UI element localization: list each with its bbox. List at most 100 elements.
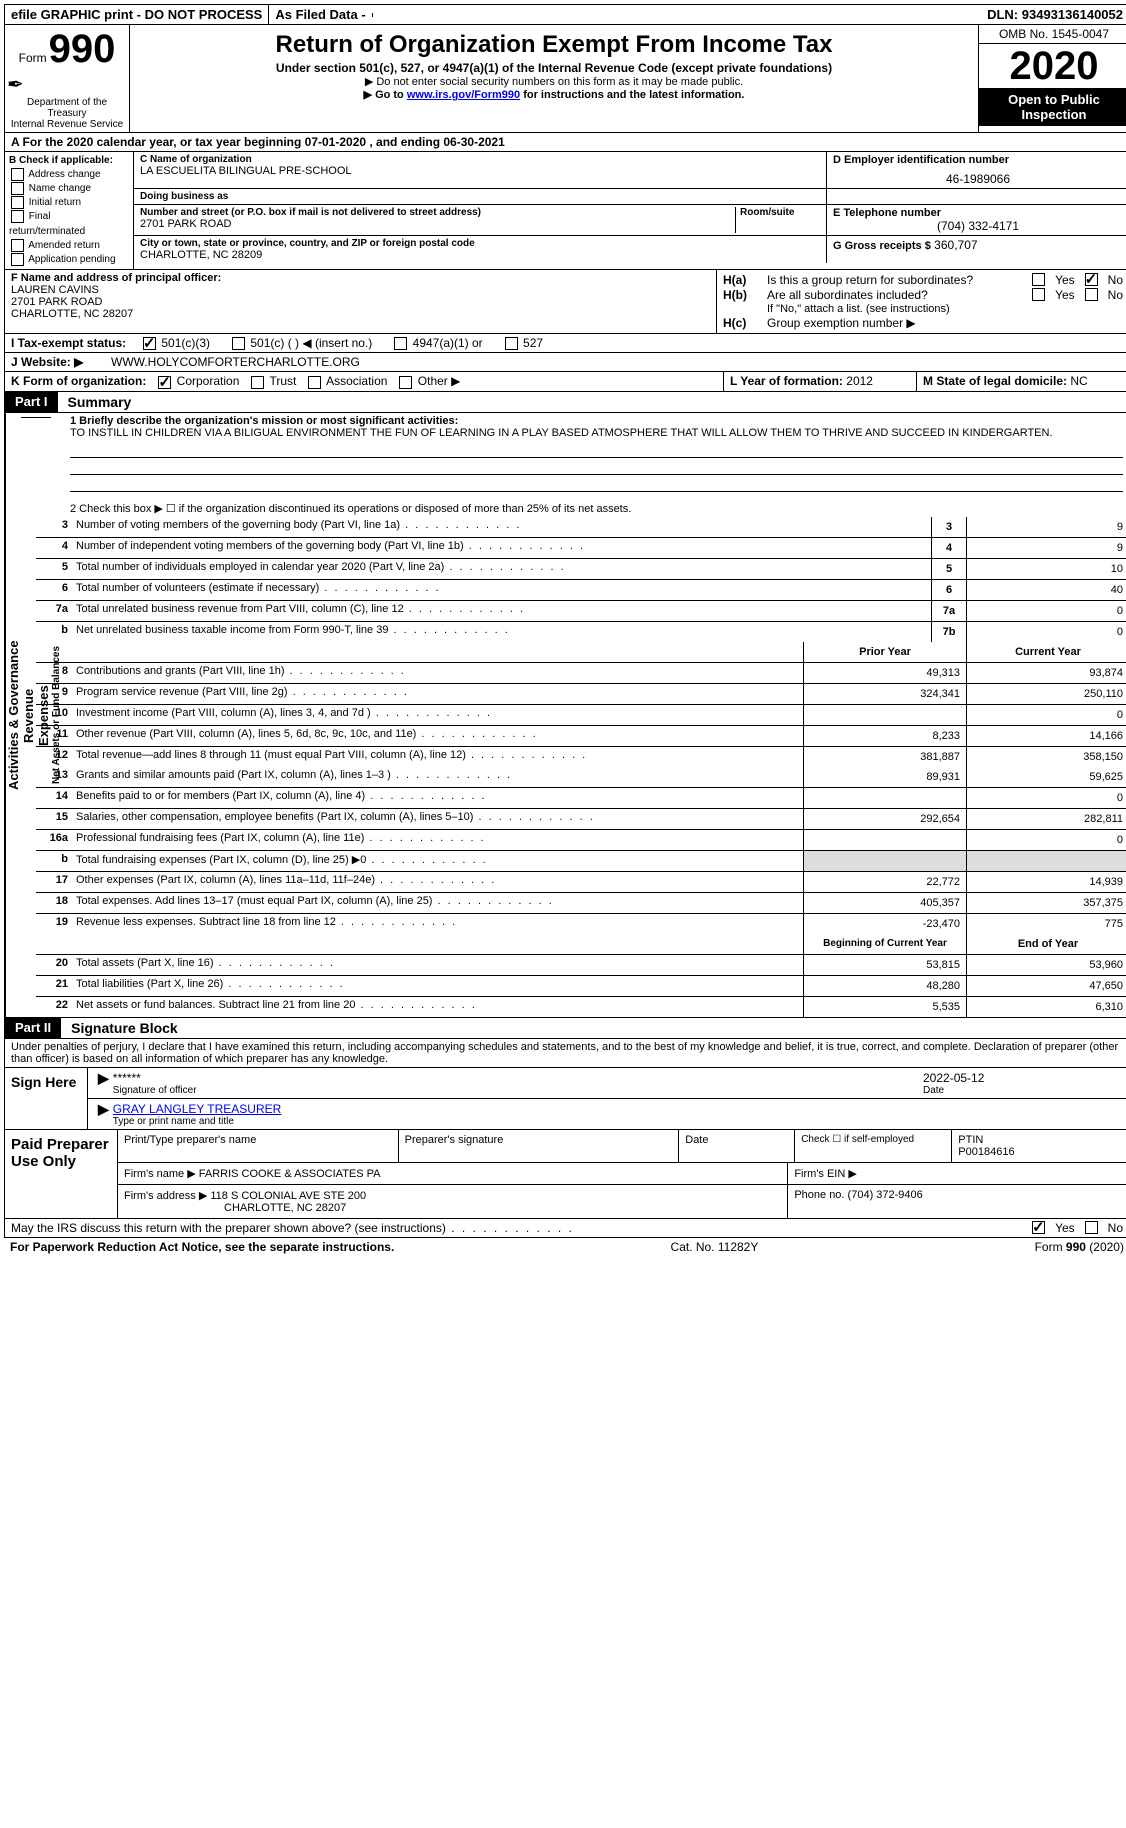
chk-trust[interactable]: Trust <box>249 374 296 388</box>
table-body: 1 Briefly describe the organization's mi… <box>36 413 1126 1017</box>
irs-link[interactable]: www.irs.gov/Form990 <box>407 89 520 101</box>
chk-501c[interactable]: 501(c) ( ) ◀ (insert no.) <box>230 336 372 350</box>
chk-527[interactable]: 527 <box>503 336 543 350</box>
discuss-yesno[interactable]: Yes No <box>1030 1221 1123 1235</box>
sign-date: 2022-05-12 Date <box>923 1070 1123 1096</box>
omb-number: OMB No. 1545-0047 <box>979 25 1126 44</box>
chk-name[interactable]: Name change <box>9 182 129 196</box>
table-row: bTotal fundraising expenses (Part IX, co… <box>36 851 1126 872</box>
table-row: 8Contributions and grants (Part VIII, li… <box>36 663 1126 684</box>
officer-signature[interactable]: ****** Signature of officer <box>113 1070 923 1096</box>
form-number: Form990 <box>19 27 116 72</box>
irs-eagle-icon: ✒ <box>7 72 24 97</box>
officer-link[interactable]: GRAY LANGLEY TREASURER <box>113 1102 282 1116</box>
prep-date-hdr: Date <box>679 1130 795 1162</box>
paid-preparer-label: Paid Preparer Use Only <box>5 1130 118 1218</box>
table-row: 17Other expenses (Part IX, column (A), l… <box>36 872 1126 893</box>
discuss-row: May the IRS discuss this return with the… <box>4 1219 1126 1238</box>
table-row: 20Total assets (Part X, line 16)53,81553… <box>36 955 1126 976</box>
table-row: 9Program service revenue (Part VIII, lin… <box>36 684 1126 705</box>
city-state-zip: CHARLOTTE, NC 28209 <box>140 249 820 261</box>
form-note2: ▶ Go to www.irs.gov/Form990 for instruct… <box>138 88 970 101</box>
asfiled-label: As Filed Data - <box>268 5 371 24</box>
form-subtitle: Under section 501(c), 527, or 4947(a)(1)… <box>138 61 970 75</box>
gross-receipts: 360,707 <box>934 238 977 252</box>
header-center: Return of Organization Exempt From Incom… <box>130 25 978 132</box>
officer-name-title: GRAY LANGLEY TREASURER Type or print nam… <box>113 1101 1123 1127</box>
header-left: Form990 ✒ Department of the TreasuryInte… <box>5 25 130 132</box>
section-h: H(a)Is this a group return for subordina… <box>716 270 1126 333</box>
chk-assoc[interactable]: Association <box>306 374 387 388</box>
chk-501c3[interactable]: 501(c)(3) <box>141 336 210 350</box>
table-row: 18Total expenses. Add lines 13–17 (must … <box>36 893 1126 914</box>
year-header-row: Prior Year Current Year <box>36 642 1126 663</box>
section-fh: F Name and address of principal officer:… <box>4 270 1126 334</box>
telephone: (704) 332-4171 <box>833 219 1123 233</box>
ha-yesno[interactable]: Yes No <box>1030 273 1123 287</box>
section-j: J Website: ▶ WWW.HOLYCOMFORTERCHARLOTTE.… <box>4 353 1126 372</box>
sign-here-label: Sign Here <box>5 1068 88 1129</box>
firm-name-cell: Firm's name ▶ FARRIS COOKE & ASSOCIATES … <box>118 1163 788 1184</box>
form-title: Return of Organization Exempt From Incom… <box>138 31 970 59</box>
top-bar: efile GRAPHIC print - DO NOT PROCESS As … <box>4 4 1126 25</box>
section-a: A For the 2020 calendar year, or tax yea… <box>4 133 1126 152</box>
chk-pending[interactable]: Application pending <box>9 253 129 267</box>
form-note1: ▶ Do not enter social security numbers o… <box>138 75 970 88</box>
table-row: 19Revenue less expenses. Subtract line 1… <box>36 914 1126 934</box>
city-cell: City or town, state or province, country… <box>134 236 826 263</box>
firm-ein-cell: Firm's EIN ▶ <box>788 1163 1126 1184</box>
chk-amended[interactable]: Amended return <box>9 239 129 253</box>
mission-text: TO INSTILL IN CHILDREN VIA A BILIGUAL EN… <box>70 427 1123 439</box>
org-name-cell: C Name of organization LA ESCUELITA BILI… <box>134 152 826 188</box>
org-name: LA ESCUELITA BILINGUAL PRE-SCHOOL <box>140 165 820 177</box>
table-row: 6Total number of volunteers (estimate if… <box>36 580 1126 601</box>
table-row: 15Salaries, other compensation, employee… <box>36 809 1126 830</box>
table-row: bNet unrelated business taxable income f… <box>36 622 1126 642</box>
chk-4947[interactable]: 4947(a)(1) or <box>392 336 482 350</box>
spacer <box>372 13 981 17</box>
preparer-table: Paid Preparer Use Only Print/Type prepar… <box>5 1129 1126 1218</box>
table-row: 12Total revenue—add lines 8 through 11 (… <box>36 747 1126 767</box>
open-to-public: Open to Public Inspection <box>979 88 1126 126</box>
section-f: F Name and address of principal officer:… <box>5 270 716 333</box>
sec-b-header: B Check if applicable: <box>9 154 129 168</box>
firm-phone-cell: Phone no. (704) 372-9406 <box>788 1185 1126 1218</box>
chk-other[interactable]: Other ▶ <box>397 374 460 388</box>
gross-cell: G Gross receipts $ 360,707 <box>826 236 1126 263</box>
table-row: 16aProfessional fundraising fees (Part I… <box>36 830 1126 851</box>
chk-initial[interactable]: Initial return <box>9 196 129 210</box>
section-bcd: B Check if applicable: Address change Na… <box>4 152 1126 270</box>
chk-corp[interactable]: Corporation <box>156 374 239 388</box>
form-ref: Form 990 (2020) <box>1035 1240 1124 1254</box>
section-l: L Year of formation: 2012 <box>723 372 916 390</box>
tax-year: 2020 <box>979 44 1126 88</box>
table-row: 5Total number of individuals employed in… <box>36 559 1126 580</box>
signature-block: Under penalties of perjury, I declare th… <box>4 1039 1126 1219</box>
dba-cell: Doing business as <box>134 189 826 204</box>
blank-line <box>70 441 1123 458</box>
chk-address[interactable]: Address change <box>9 168 129 182</box>
officer-addr2: CHARLOTTE, NC 28207 <box>11 308 710 320</box>
ptin-cell: PTINP00184616 <box>952 1130 1126 1162</box>
prep-name-hdr: Print/Type preparer's name <box>118 1130 399 1162</box>
blank-line <box>70 458 1123 475</box>
ein-value: 46-1989066 <box>833 166 1123 186</box>
section-klm: K Form of organization: Corporation Trus… <box>4 372 1126 391</box>
balance-header-row: Beginning of Current Year End of Year <box>36 934 1126 955</box>
summary-table: Activities & Governance Revenue Expenses… <box>4 413 1126 1018</box>
ein-cont <box>826 189 1126 204</box>
table-row: 4Number of independent voting members of… <box>36 538 1126 559</box>
mission-block: 1 Briefly describe the organization's mi… <box>36 413 1126 441</box>
self-employed-chk[interactable]: Check ☐ if self-employed <box>795 1130 952 1162</box>
form-header: Form990 ✒ Department of the TreasuryInte… <box>4 25 1126 133</box>
chk-final[interactable]: Final return/terminated <box>9 210 129 238</box>
arrow-icon: ▶ <box>94 1070 113 1096</box>
table-row: 11Other revenue (Part VIII, column (A), … <box>36 726 1126 747</box>
header-right: OMB No. 1545-0047 2020 Open to Public In… <box>978 25 1126 132</box>
hb-yesno[interactable]: Yes No <box>1030 288 1123 302</box>
street-address: 2701 PARK ROAD <box>140 218 735 230</box>
table-row: 3Number of voting members of the governi… <box>36 517 1126 538</box>
page-footer: For Paperwork Reduction Act Notice, see … <box>4 1238 1126 1256</box>
sign-here-table: Sign Here ▶ ****** Signature of officer … <box>5 1067 1126 1129</box>
dln: DLN: 93493136140052 <box>981 5 1126 24</box>
